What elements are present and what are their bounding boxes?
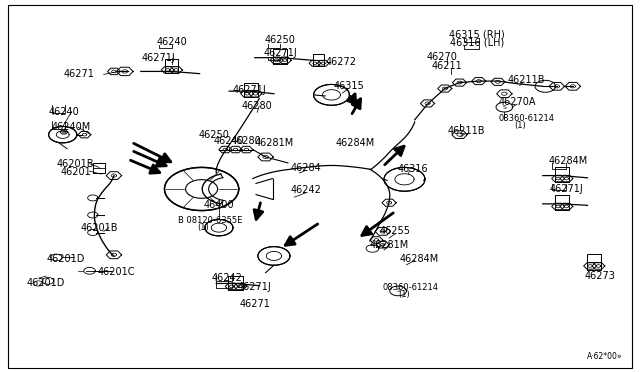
Text: S: S [502,105,506,110]
Polygon shape [258,247,290,265]
Text: 46242: 46242 [212,273,243,283]
Text: 46201: 46201 [60,167,91,177]
Text: 46201C: 46201C [98,267,135,277]
Text: 46271: 46271 [64,70,95,79]
Text: 46281M: 46281M [254,138,294,148]
Text: 46281M: 46281M [369,240,409,250]
Text: 46240: 46240 [49,107,79,116]
Text: 46272: 46272 [325,58,356,67]
Text: 46280: 46280 [242,101,273,111]
Text: 46270A: 46270A [499,97,536,107]
Text: 46284M: 46284M [399,254,439,263]
Text: 46284M: 46284M [335,138,375,148]
Text: A·62*00»: A·62*00» [587,352,623,361]
Text: 46316: 46316 [397,164,428,174]
Text: 46315 (RH): 46315 (RH) [449,29,505,39]
Text: 46201B: 46201B [57,159,94,169]
Text: 46201B: 46201B [81,223,118,232]
Text: 46250: 46250 [265,35,296,45]
Text: 46273: 46273 [585,271,616,281]
Text: 46271J: 46271J [550,184,583,194]
Polygon shape [314,84,349,105]
Text: 46250: 46250 [199,130,230,140]
Text: (1): (1) [514,121,525,130]
Text: 46201D: 46201D [46,254,84,263]
Text: 46255: 46255 [380,227,411,236]
Text: 46271J: 46271J [233,85,266,95]
Text: 08360-61214: 08360-61214 [383,283,439,292]
Text: 46270: 46270 [426,52,457,61]
Text: 46211B: 46211B [508,75,545,85]
Text: 46211: 46211 [431,61,462,71]
Text: 46316 (LH): 46316 (LH) [450,38,504,48]
Text: 46211B: 46211B [447,126,484,136]
Text: (1): (1) [399,290,410,299]
Text: 46240: 46240 [156,37,187,46]
Text: 46242: 46242 [291,186,321,195]
Text: 46271: 46271 [239,299,270,309]
Text: 46240M: 46240M [52,122,92,132]
Text: 46240: 46240 [214,136,244,145]
Text: 46315: 46315 [333,81,364,91]
Text: 46271J: 46271J [142,53,175,62]
Text: 46271J: 46271J [238,282,271,292]
Polygon shape [205,219,233,236]
Text: 08360-61214: 08360-61214 [498,114,554,123]
Polygon shape [49,126,77,143]
Text: (1): (1) [198,223,209,232]
Text: 46284: 46284 [291,163,321,173]
Text: S: S [396,288,400,294]
Text: 46284M: 46284M [548,156,588,166]
Text: 46201D: 46201D [27,279,65,288]
Text: 46271J: 46271J [264,48,297,58]
Text: B 08120-6355E: B 08120-6355E [178,216,242,225]
Polygon shape [164,167,239,211]
Polygon shape [384,167,425,191]
Text: 46280: 46280 [231,136,262,145]
Text: 46400: 46400 [204,201,234,210]
